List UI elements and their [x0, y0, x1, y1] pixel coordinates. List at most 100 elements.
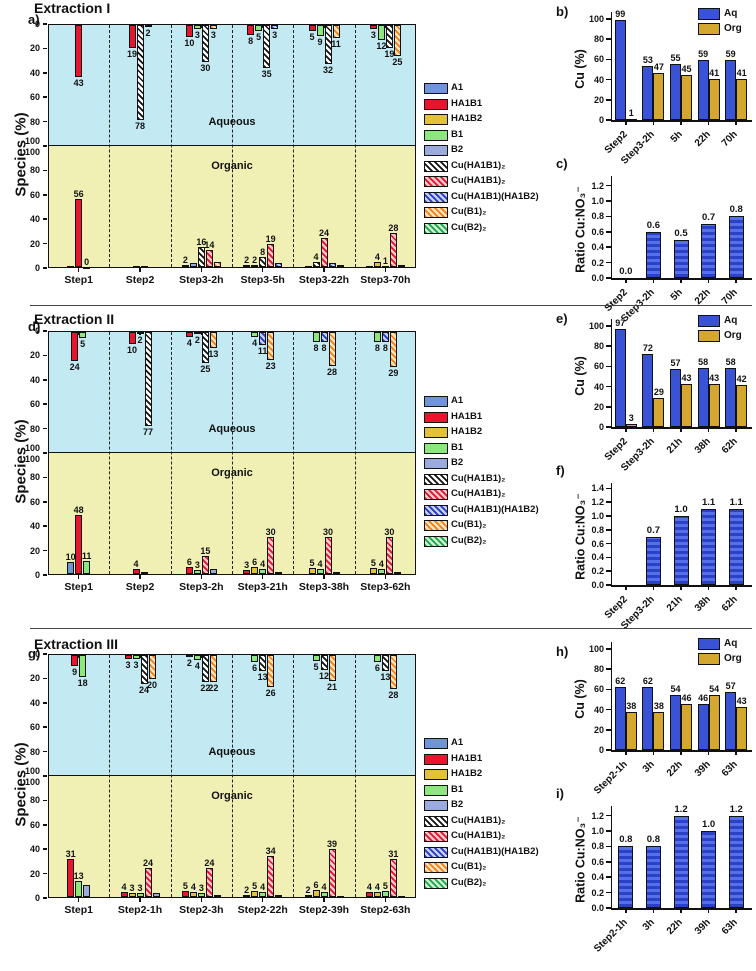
y-tick — [43, 726, 47, 728]
legend-item: B2 — [424, 457, 574, 472]
species-bar-HA1B1 — [181, 264, 189, 267]
species-bar-CuHA1B1_2k — [144, 332, 152, 426]
species-bar-B1 — [316, 25, 324, 36]
y-tick — [43, 354, 47, 357]
x-axis — [610, 908, 752, 910]
legend-item-label: HA1B1 — [451, 752, 483, 764]
species-bar-CuHA1B1_2r — [144, 867, 152, 897]
y-tick-label: 0 — [598, 115, 604, 125]
species-bar-CuHA1B1_2r — [324, 537, 332, 574]
legend-item-label: Cu(B2)₂ — [451, 221, 487, 233]
species-bar-B1 — [312, 655, 320, 662]
y-tick — [43, 47, 47, 50]
ratio-chart-c: 0.0 0.2 0.4 0.6 0.8 1.0 1.2 0.0 Step2 0.6 Step3-2h… — [591, 176, 752, 325]
legend-org-swatch — [698, 330, 720, 342]
bar-value-label: 4 — [374, 882, 380, 893]
x-category-label: Step2 — [125, 274, 155, 286]
species-bar-B1 — [193, 655, 201, 660]
bar-value-label: 62 — [642, 676, 653, 687]
species-chart-g: Aqueous Organic 0 0 20 20 40 40 60 60 80 80 100 100 St… — [25, 649, 416, 916]
species-bar-B2 — [209, 569, 217, 574]
species-bar-B2 — [275, 894, 283, 897]
cu-chart-h: 0 20 40 60 80 100 62 38 Step2-1h 62 38 3h 54 46 22h 46 5… — [589, 638, 752, 797]
y-tick-label: 0 — [598, 745, 604, 755]
species-bar-CuB1_2 — [209, 332, 217, 348]
legend-aq-label: Aq — [724, 638, 738, 649]
y-tick — [606, 814, 611, 817]
bar-value-label: 28 — [326, 367, 337, 378]
bar-value-label: 0.0 — [619, 266, 633, 277]
legend-item: B1 — [424, 442, 574, 457]
color-swatch-icon — [424, 442, 448, 454]
x-tick — [200, 575, 203, 579]
org-bar — [736, 706, 748, 750]
legend-item: Cu(B2)₂ — [424, 535, 574, 550]
y-tick-label: 40 — [29, 214, 40, 225]
legend-item-label: Cu(HA1B1)(HA1B2) — [451, 503, 539, 515]
species-bar-B1 — [193, 332, 201, 335]
org-bar — [708, 78, 720, 120]
bar-value-label: 13 — [380, 671, 391, 682]
y-tick — [606, 184, 611, 187]
bar-value-label: 59 — [698, 49, 709, 60]
y-tick — [43, 848, 47, 850]
species-bar-B2 — [275, 571, 283, 574]
species-bar-B1 — [83, 267, 91, 269]
legend-aq-swatch — [698, 8, 720, 20]
x-category-label: Step2 — [125, 581, 155, 593]
bar-value-label: 8 — [248, 35, 254, 46]
legend-item-label: A1 — [451, 395, 464, 406]
y-tick — [606, 119, 611, 121]
legend-item: HA1B1 — [424, 411, 574, 426]
species-bar-CuHA1B1HA1B2 — [397, 264, 405, 267]
category-divider — [354, 25, 356, 267]
org-bar — [653, 397, 665, 427]
cu-chart-b: 0 20 40 60 80 100 99 1 Step2 53 47 Step3-2h 55 45 5h 59… — [589, 8, 752, 167]
bar-value-label: 24 — [69, 362, 80, 373]
bar-value-label: 30 — [200, 62, 211, 73]
legend-item: Cu(HA1B1)₂ — [424, 830, 574, 845]
bar-value-label: 4 — [133, 559, 139, 570]
species-bar-CuB1_2 — [328, 332, 336, 367]
species-bar-CuHA1B1HA1B2 — [320, 332, 328, 342]
species-bar-CuHA1B1_2k — [385, 25, 393, 49]
ratio-bar — [701, 224, 717, 278]
species-bar-CuHA1B1_2r — [389, 232, 397, 267]
bar-value-label: 78 — [134, 121, 145, 132]
bar-value-label: 3 — [137, 883, 143, 894]
aq-bar — [670, 369, 681, 427]
panel-letter-c: c) — [556, 156, 568, 171]
color-swatch-icon — [424, 411, 448, 423]
y-tick — [606, 345, 611, 347]
bar-value-label: 30 — [265, 527, 276, 538]
y-tick — [43, 120, 47, 123]
bar-value-label: 2 — [305, 884, 311, 895]
legend-aq-swatch — [698, 315, 720, 327]
bar-value-label: 4 — [366, 882, 372, 893]
legend-item-label: Cu(B1)₂ — [451, 206, 487, 217]
bar-value-label: 4 — [260, 882, 266, 893]
legend-item-label: A1 — [451, 737, 464, 748]
y-tick — [43, 169, 47, 172]
category-divider — [354, 332, 356, 574]
aq-bar — [725, 368, 737, 427]
bar-value-label: 5 — [309, 557, 315, 568]
org-bar — [625, 423, 637, 427]
legend-item: Cu(HA1B1)₂ — [424, 815, 574, 830]
ratio-chart-i: 0.0 0.2 0.4 0.6 0.8 1.0 1.2 0.8 Step2-1h 0.8 3h 1.2… — [591, 804, 752, 955]
species-bar-CuHA1B1_2r — [320, 237, 328, 267]
y-tick — [606, 215, 611, 218]
bar-value-label: 39 — [326, 839, 337, 850]
bar-value-label: 1.1 — [729, 497, 743, 509]
y-tick — [606, 648, 611, 650]
panel-letter-g: g) — [28, 646, 41, 661]
legend-item-label: Cu(HA1B1)(HA1B2) — [451, 845, 539, 857]
species-bar-B2 — [336, 895, 344, 898]
x-tick — [625, 909, 627, 913]
category-divider — [109, 25, 111, 267]
species-bar-CuHA1B1_2r — [201, 555, 209, 574]
x-tick — [139, 575, 141, 579]
color-swatch-icon — [424, 83, 448, 94]
x-tick — [652, 586, 655, 590]
y-tick-label: 80 — [593, 664, 604, 675]
